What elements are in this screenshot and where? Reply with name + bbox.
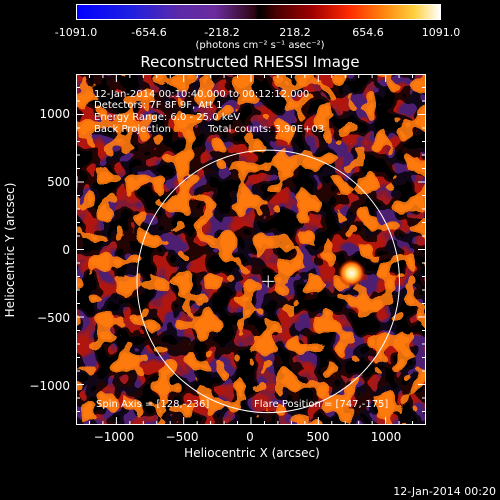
colorbar-tick-label: 218.2 (279, 26, 311, 39)
solar-limb-circle (136, 149, 400, 414)
x-tick-label: 0 (246, 430, 254, 444)
spin-axis-label: Spin Axis = [128,-236] (96, 399, 210, 410)
sun-center-crosshair (262, 275, 275, 288)
colorbar (76, 4, 441, 20)
colorbar-tick-label: -1091.0 (54, 26, 98, 39)
y-tick-label: 0 (62, 243, 70, 257)
flare-source (337, 259, 366, 288)
y-axis-label: Heliocentric Y (arcsec) (3, 182, 17, 318)
y-tick-label: −500 (37, 311, 70, 325)
y-tick-label: 500 (47, 175, 70, 189)
y-tick-label: 1000 (39, 107, 70, 121)
x-tick-label: 500 (306, 430, 330, 444)
image-plot-area (76, 74, 426, 425)
colorbar-unit-label: (photons cm⁻² s⁻¹ asec⁻²) (195, 40, 325, 51)
method-label: Back Projection (94, 124, 171, 135)
footer-timestamp: 12-Jan-2014 00:20 (393, 485, 496, 498)
chart-title: Reconstructed RHESSI Image (140, 53, 360, 71)
colorbar-tick-label: -654.6 (131, 26, 167, 39)
energy-range-label: Energy Range: 6.0 - 25.0 keV (94, 112, 241, 123)
colorbar-tick-label: -218.2 (204, 26, 240, 39)
x-tick-label: 1000 (370, 430, 402, 444)
colorbar-tick-label: 654.6 (352, 26, 384, 39)
axis-ticks (76, 74, 426, 425)
flare-position-label: Flare Position = [747,-175] (254, 399, 389, 410)
x-tick-label: −500 (165, 430, 199, 444)
total-counts-label: Total counts: 3.90E+03 (208, 124, 325, 135)
x-tick-label: −1000 (93, 430, 135, 444)
y-tick-label: −1000 (29, 379, 70, 393)
time-range-label: 12-Jan-2014 00:10:40.000 to 00:12:12.000 (94, 89, 310, 100)
colorbar-tick-label: 1091.0 (421, 26, 461, 39)
detectors-label: Detectors: 7F 8F 9F, Att 1 (94, 100, 223, 111)
x-axis-label: Heliocentric X (arcsec) (184, 446, 320, 460)
